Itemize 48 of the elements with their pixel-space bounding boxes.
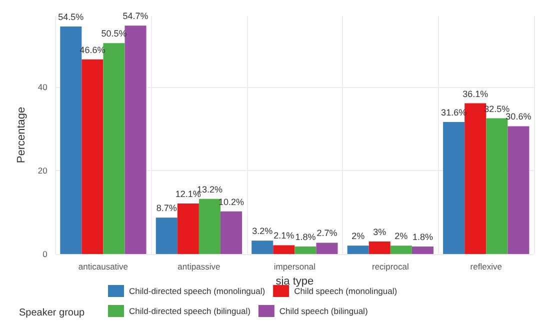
- legend-label: Child-directed speech (bilingual): [129, 306, 251, 316]
- bar: [508, 126, 530, 254]
- bar: [294, 246, 316, 254]
- legend-label: Child-directed speech (monolingual): [129, 286, 266, 296]
- x-tick-label: anticausative: [78, 262, 128, 272]
- bar: [368, 241, 390, 254]
- bar: [316, 242, 338, 254]
- bar: [443, 122, 465, 254]
- data-label: 3.2%: [252, 226, 273, 236]
- x-tick-label: reflexive: [470, 262, 502, 272]
- bar: [156, 218, 178, 254]
- bar: [198, 198, 220, 254]
- bar: [486, 118, 508, 254]
- y-axis-title: Percentage: [16, 106, 28, 164]
- x-tick-label: reciprocal: [372, 262, 409, 272]
- data-label: 2.7%: [316, 228, 338, 238]
- legend-title: Speaker group: [19, 308, 86, 318]
- data-label: 8.7%: [156, 203, 177, 214]
- bar: [252, 240, 274, 254]
- bar: [220, 211, 242, 254]
- y-tick-label: 0: [42, 249, 48, 259]
- data-label: 3%: [373, 226, 386, 237]
- y-tick-label: 40: [38, 82, 48, 92]
- bar: [412, 246, 434, 254]
- data-label: 2%: [352, 231, 365, 242]
- data-label: 2%: [394, 231, 408, 242]
- bar: [177, 203, 199, 254]
- data-label: 54.5%: [58, 12, 84, 22]
- bar: [82, 59, 104, 254]
- x-axis-title: sja type: [276, 275, 314, 288]
- x-tick-label: antipassive: [178, 262, 220, 272]
- data-label: 12.1%: [175, 188, 201, 199]
- x-tick-label: impersonal: [274, 262, 316, 272]
- bar: [273, 245, 295, 254]
- data-label: 30.6%: [506, 112, 532, 122]
- data-label: 1.8%: [295, 232, 316, 242]
- bar: [124, 26, 146, 254]
- bar: [347, 246, 369, 254]
- legend-label: Child speech (monolingual): [294, 286, 398, 296]
- bar: [103, 43, 125, 254]
- bar: [390, 246, 412, 254]
- data-label: 36.1%: [462, 88, 488, 99]
- legend-label: Child speech (bilingual): [279, 306, 368, 316]
- data-label: 1.8%: [412, 232, 433, 242]
- data-label: 2.1%: [274, 230, 294, 241]
- data-label: 54.7%: [122, 11, 148, 22]
- y-tick-label: 20: [38, 165, 48, 176]
- bar: [464, 103, 486, 254]
